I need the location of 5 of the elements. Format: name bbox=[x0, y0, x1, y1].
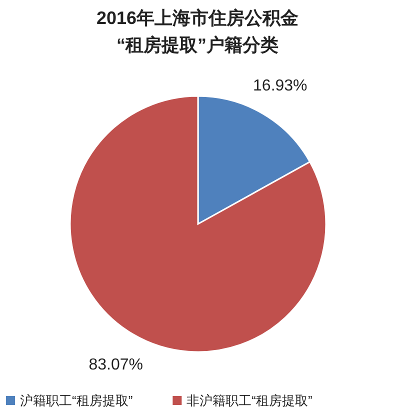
data-label: 16.93% bbox=[253, 77, 308, 94]
chart-title: 2016年上海市住房公积金 “租房提取”户籍分类 bbox=[96, 8, 299, 55]
legend-label: 沪籍职工“租房提取” bbox=[20, 393, 133, 408]
data-label: 83.07% bbox=[88, 356, 143, 374]
legend-label: 非沪籍职工“租房提取” bbox=[186, 393, 312, 408]
